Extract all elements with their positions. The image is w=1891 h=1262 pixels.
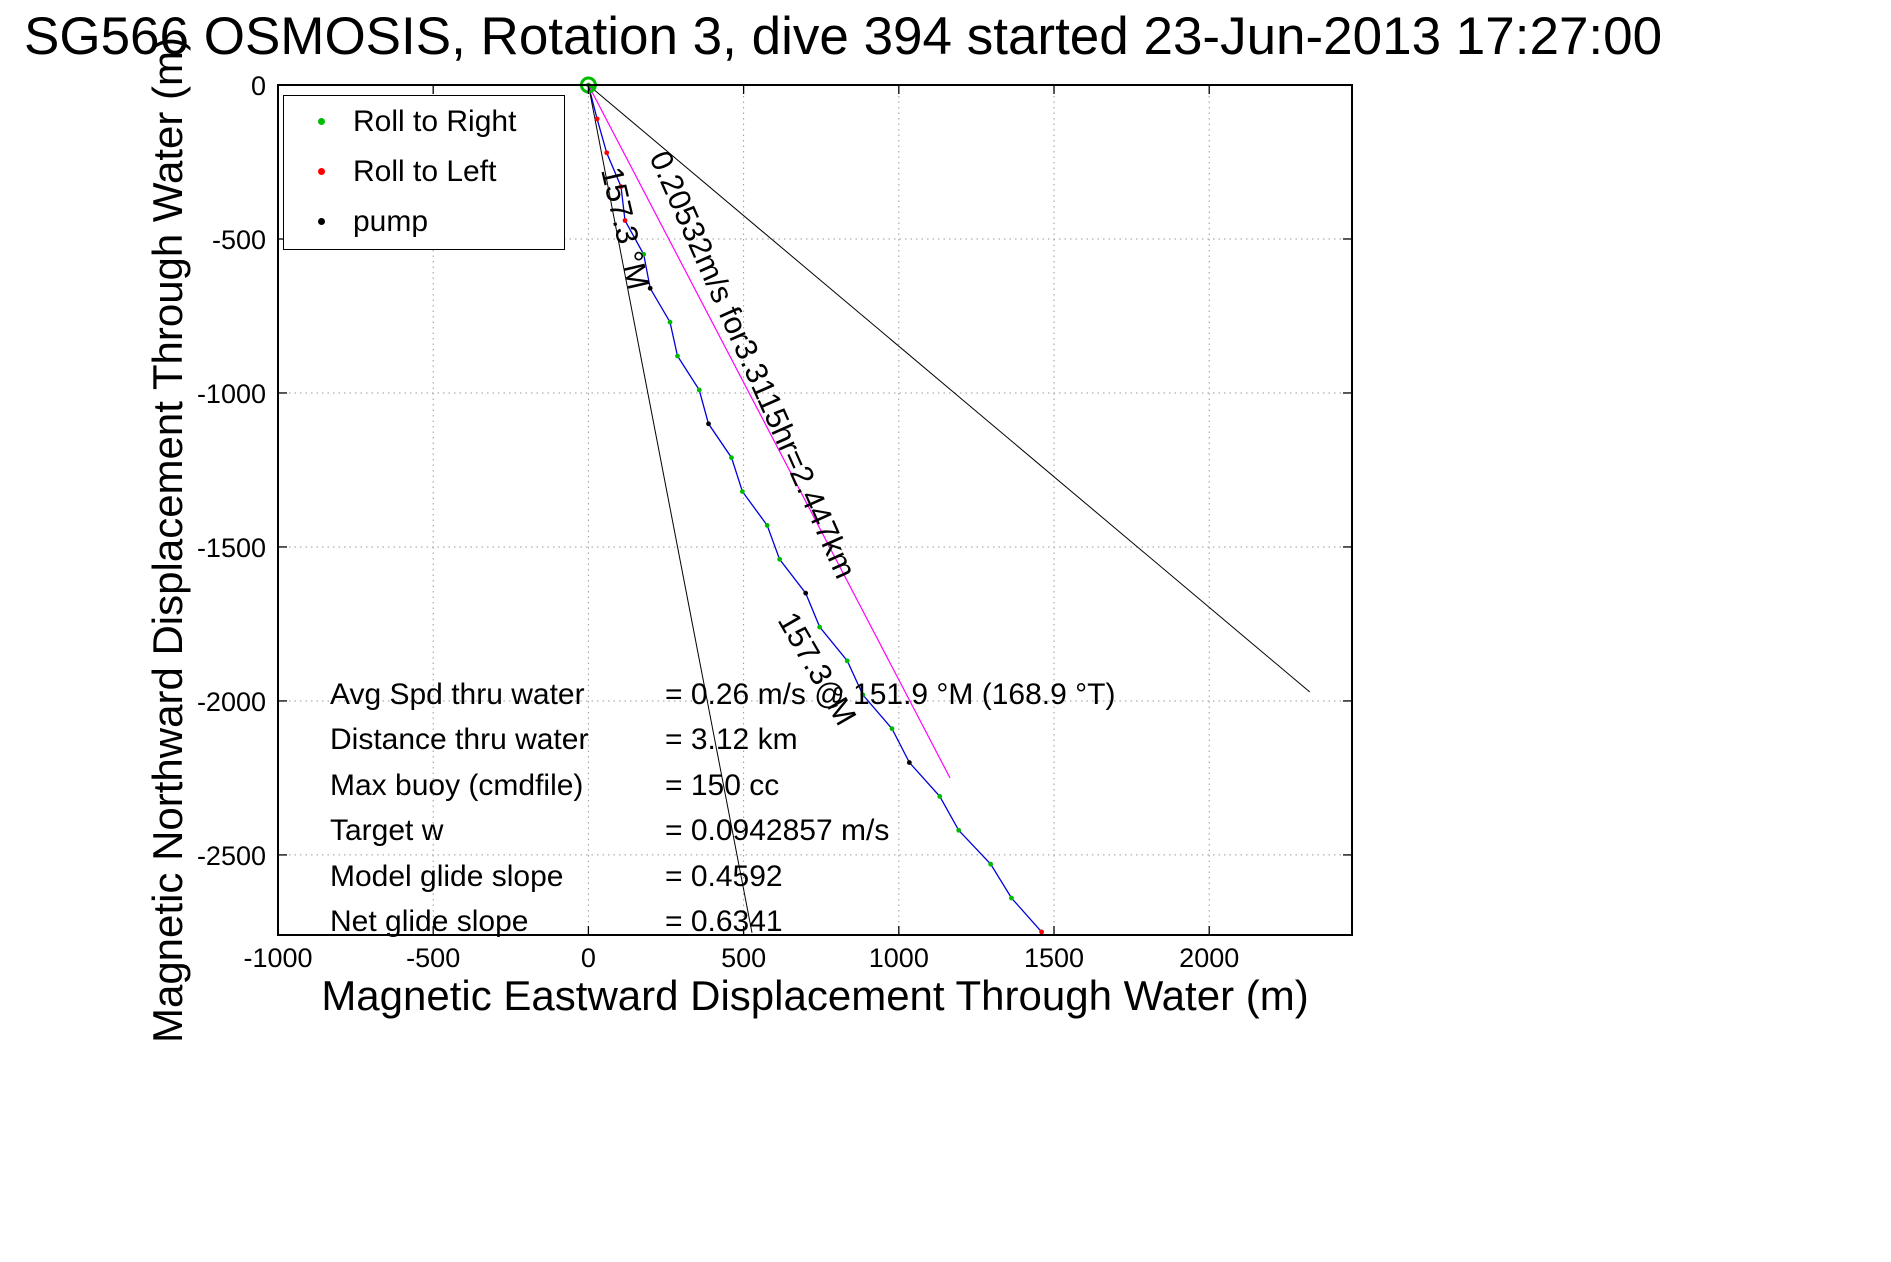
- stat-row-net-glide-slope: Net glide slope = 0.6341: [330, 900, 1115, 946]
- track-marker: [594, 116, 600, 122]
- track-marker: [729, 455, 734, 461]
- stat-row-avg-speed: Avg Spd thru water = 0.26 m/s @ 151.9 °M…: [330, 672, 1115, 718]
- legend-item-roll-right: Roll to Right: [284, 97, 564, 146]
- track-marker: [906, 760, 912, 765]
- track-marker: [860, 692, 866, 698]
- legend-label: Roll to Left: [353, 154, 497, 188]
- axes-box: [277, 84, 1353, 936]
- legend-marker-1: [318, 168, 325, 175]
- track-marker: [844, 658, 850, 664]
- track-marker: [706, 421, 711, 427]
- stat-value: = 0.6341: [665, 905, 783, 939]
- series-avg-displacement-vector: [587, 84, 951, 779]
- track-marker: [739, 489, 745, 494]
- stat-label: Avg Spd thru water: [330, 677, 585, 711]
- annotation-bearing-upper: 157.3 °M: [594, 164, 656, 293]
- stat-row-max-buoy: Max buoy (cmdfile) = 150 cc: [330, 763, 1115, 809]
- y-tick-label: -1500: [197, 533, 266, 563]
- track-marker: [777, 556, 783, 562]
- track-marker: [764, 522, 770, 528]
- stat-row-model-glide-slope: Model glide slope = 0.4592: [330, 854, 1115, 900]
- stat-row-target-w: Target w = 0.0942857 m/s: [330, 809, 1115, 855]
- stat-label: Distance thru water: [330, 723, 589, 757]
- track-marker: [604, 150, 610, 156]
- legend-label: pump: [353, 204, 429, 238]
- data-series: [587, 84, 1311, 933]
- track-marker: [675, 353, 680, 359]
- x-tick-label: 500: [721, 943, 766, 973]
- track-marker: [647, 285, 653, 291]
- stat-value: = 150 cc: [665, 768, 780, 802]
- x-tick-label: 2000: [1179, 943, 1239, 973]
- track-marker: [641, 251, 647, 257]
- track-marker: [696, 387, 702, 393]
- track-marker: [1039, 929, 1044, 935]
- track-marker: [937, 794, 943, 799]
- stat-value: = 0.4592: [665, 859, 783, 893]
- stat-value: = 0.0942857 m/s: [665, 814, 890, 848]
- track-marker: [618, 184, 624, 190]
- annotation-speed-distance: 0.20532m/s for3.3115hr=2.447km: [643, 146, 864, 584]
- x-tick-label: -500: [406, 943, 460, 973]
- stat-row-distance: Distance thru water = 3.12 km: [330, 718, 1115, 764]
- track-marker: [889, 726, 895, 732]
- stat-label: Model glide slope: [330, 859, 564, 893]
- track-marker: [622, 218, 628, 223]
- stat-label: Max buoy (cmdfile): [330, 768, 584, 802]
- axes: -1000 -500 0 500 1000 1500 2000 0 -500 -1000 -1500…: [197, 71, 1352, 973]
- track-marker: [667, 319, 673, 325]
- y-tick-label: -2000: [197, 687, 266, 717]
- legend-marker-0: [318, 118, 325, 125]
- data-markers: [579, 76, 1044, 935]
- series-bearing-line-left: [587, 84, 753, 933]
- stat-value: = 0.26 m/s @ 151.9 °M (168.9 °T): [665, 677, 1116, 711]
- y-tick-label: -1000: [197, 379, 266, 409]
- y-tick-label: -2500: [197, 841, 266, 871]
- legend-label: Roll to Right: [353, 104, 517, 138]
- x-tick-label: -1000: [243, 943, 312, 973]
- track-marker: [956, 827, 962, 833]
- legend-item-roll-left: Roll to Left: [284, 147, 564, 196]
- y-tick-label: -500: [212, 225, 266, 255]
- legend-item-pump: pump: [284, 197, 564, 246]
- y-tick-label: 0: [251, 71, 266, 101]
- stat-label: Target w: [330, 814, 444, 848]
- legend-marker-2: [318, 218, 325, 225]
- x-tick-label: 0: [581, 943, 596, 973]
- track-marker: [817, 624, 823, 630]
- series-bearing-line-right: [588, 84, 1311, 693]
- x-axis-label: Magnetic Eastward Displacement Through W…: [321, 972, 1309, 1019]
- plot-title: SG566 OSMOSIS, Rotation 3, dive 394 star…: [24, 7, 1663, 66]
- track-marker: [1009, 895, 1014, 901]
- x-tick-label: 1000: [869, 943, 929, 973]
- x-tick-label: 1500: [1024, 943, 1084, 973]
- series-track: [587, 84, 1043, 933]
- stats-block: Avg Spd thru water = 0.26 m/s @ 151.9 °M…: [330, 672, 1115, 945]
- stat-label: Net glide slope: [330, 905, 529, 939]
- legend: Roll to Right Roll to Left pump: [283, 95, 565, 250]
- stat-value: = 3.12 km: [665, 723, 798, 757]
- track-marker: [988, 861, 994, 867]
- track-marker: [803, 590, 809, 596]
